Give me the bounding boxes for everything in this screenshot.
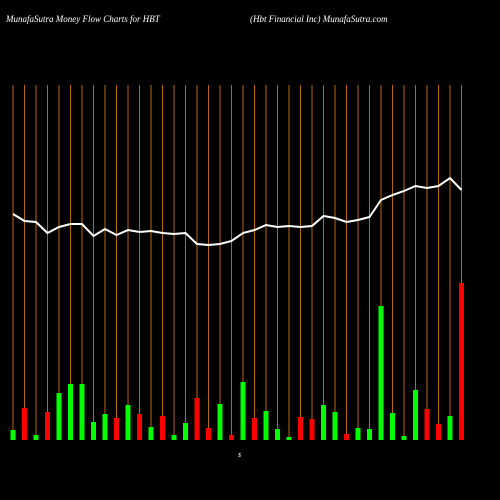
bar <box>447 416 453 440</box>
bar <box>10 430 16 440</box>
bar <box>194 398 200 440</box>
axis-symbol: $ <box>238 452 241 459</box>
bar <box>148 427 154 440</box>
bar <box>413 390 418 440</box>
bar <box>56 393 62 440</box>
bar <box>240 382 246 440</box>
bar <box>401 436 407 440</box>
bar <box>390 413 395 440</box>
bar <box>424 409 430 440</box>
bar <box>367 429 372 440</box>
bar <box>332 412 338 440</box>
bar <box>309 419 315 440</box>
bar <box>91 422 96 440</box>
bar <box>137 414 142 440</box>
chart-title: MunafaSutra Money Flow Charts for HBT <box>5 14 161 24</box>
bar <box>378 306 384 440</box>
bar <box>22 408 27 440</box>
bar <box>286 437 292 440</box>
bar <box>252 418 257 440</box>
bar <box>217 404 223 440</box>
bar <box>160 416 165 440</box>
price-line <box>12 176 463 247</box>
bar <box>68 384 73 440</box>
bar <box>436 424 441 440</box>
bar <box>79 384 85 440</box>
bar <box>183 423 188 440</box>
bar <box>45 412 50 440</box>
bar <box>298 417 303 440</box>
bar <box>355 428 361 440</box>
bar <box>102 414 108 440</box>
bar <box>229 435 234 440</box>
bar <box>321 405 326 440</box>
bar <box>171 435 177 440</box>
bar <box>125 405 131 440</box>
bar <box>459 283 464 440</box>
chart-subtitle: (Hbt Financial Inc) MunafaSutra.com <box>250 14 388 24</box>
bar <box>206 428 211 440</box>
bar <box>275 429 280 440</box>
bar <box>114 418 119 440</box>
bar <box>344 434 349 440</box>
bar <box>263 411 269 440</box>
bar <box>33 435 39 440</box>
